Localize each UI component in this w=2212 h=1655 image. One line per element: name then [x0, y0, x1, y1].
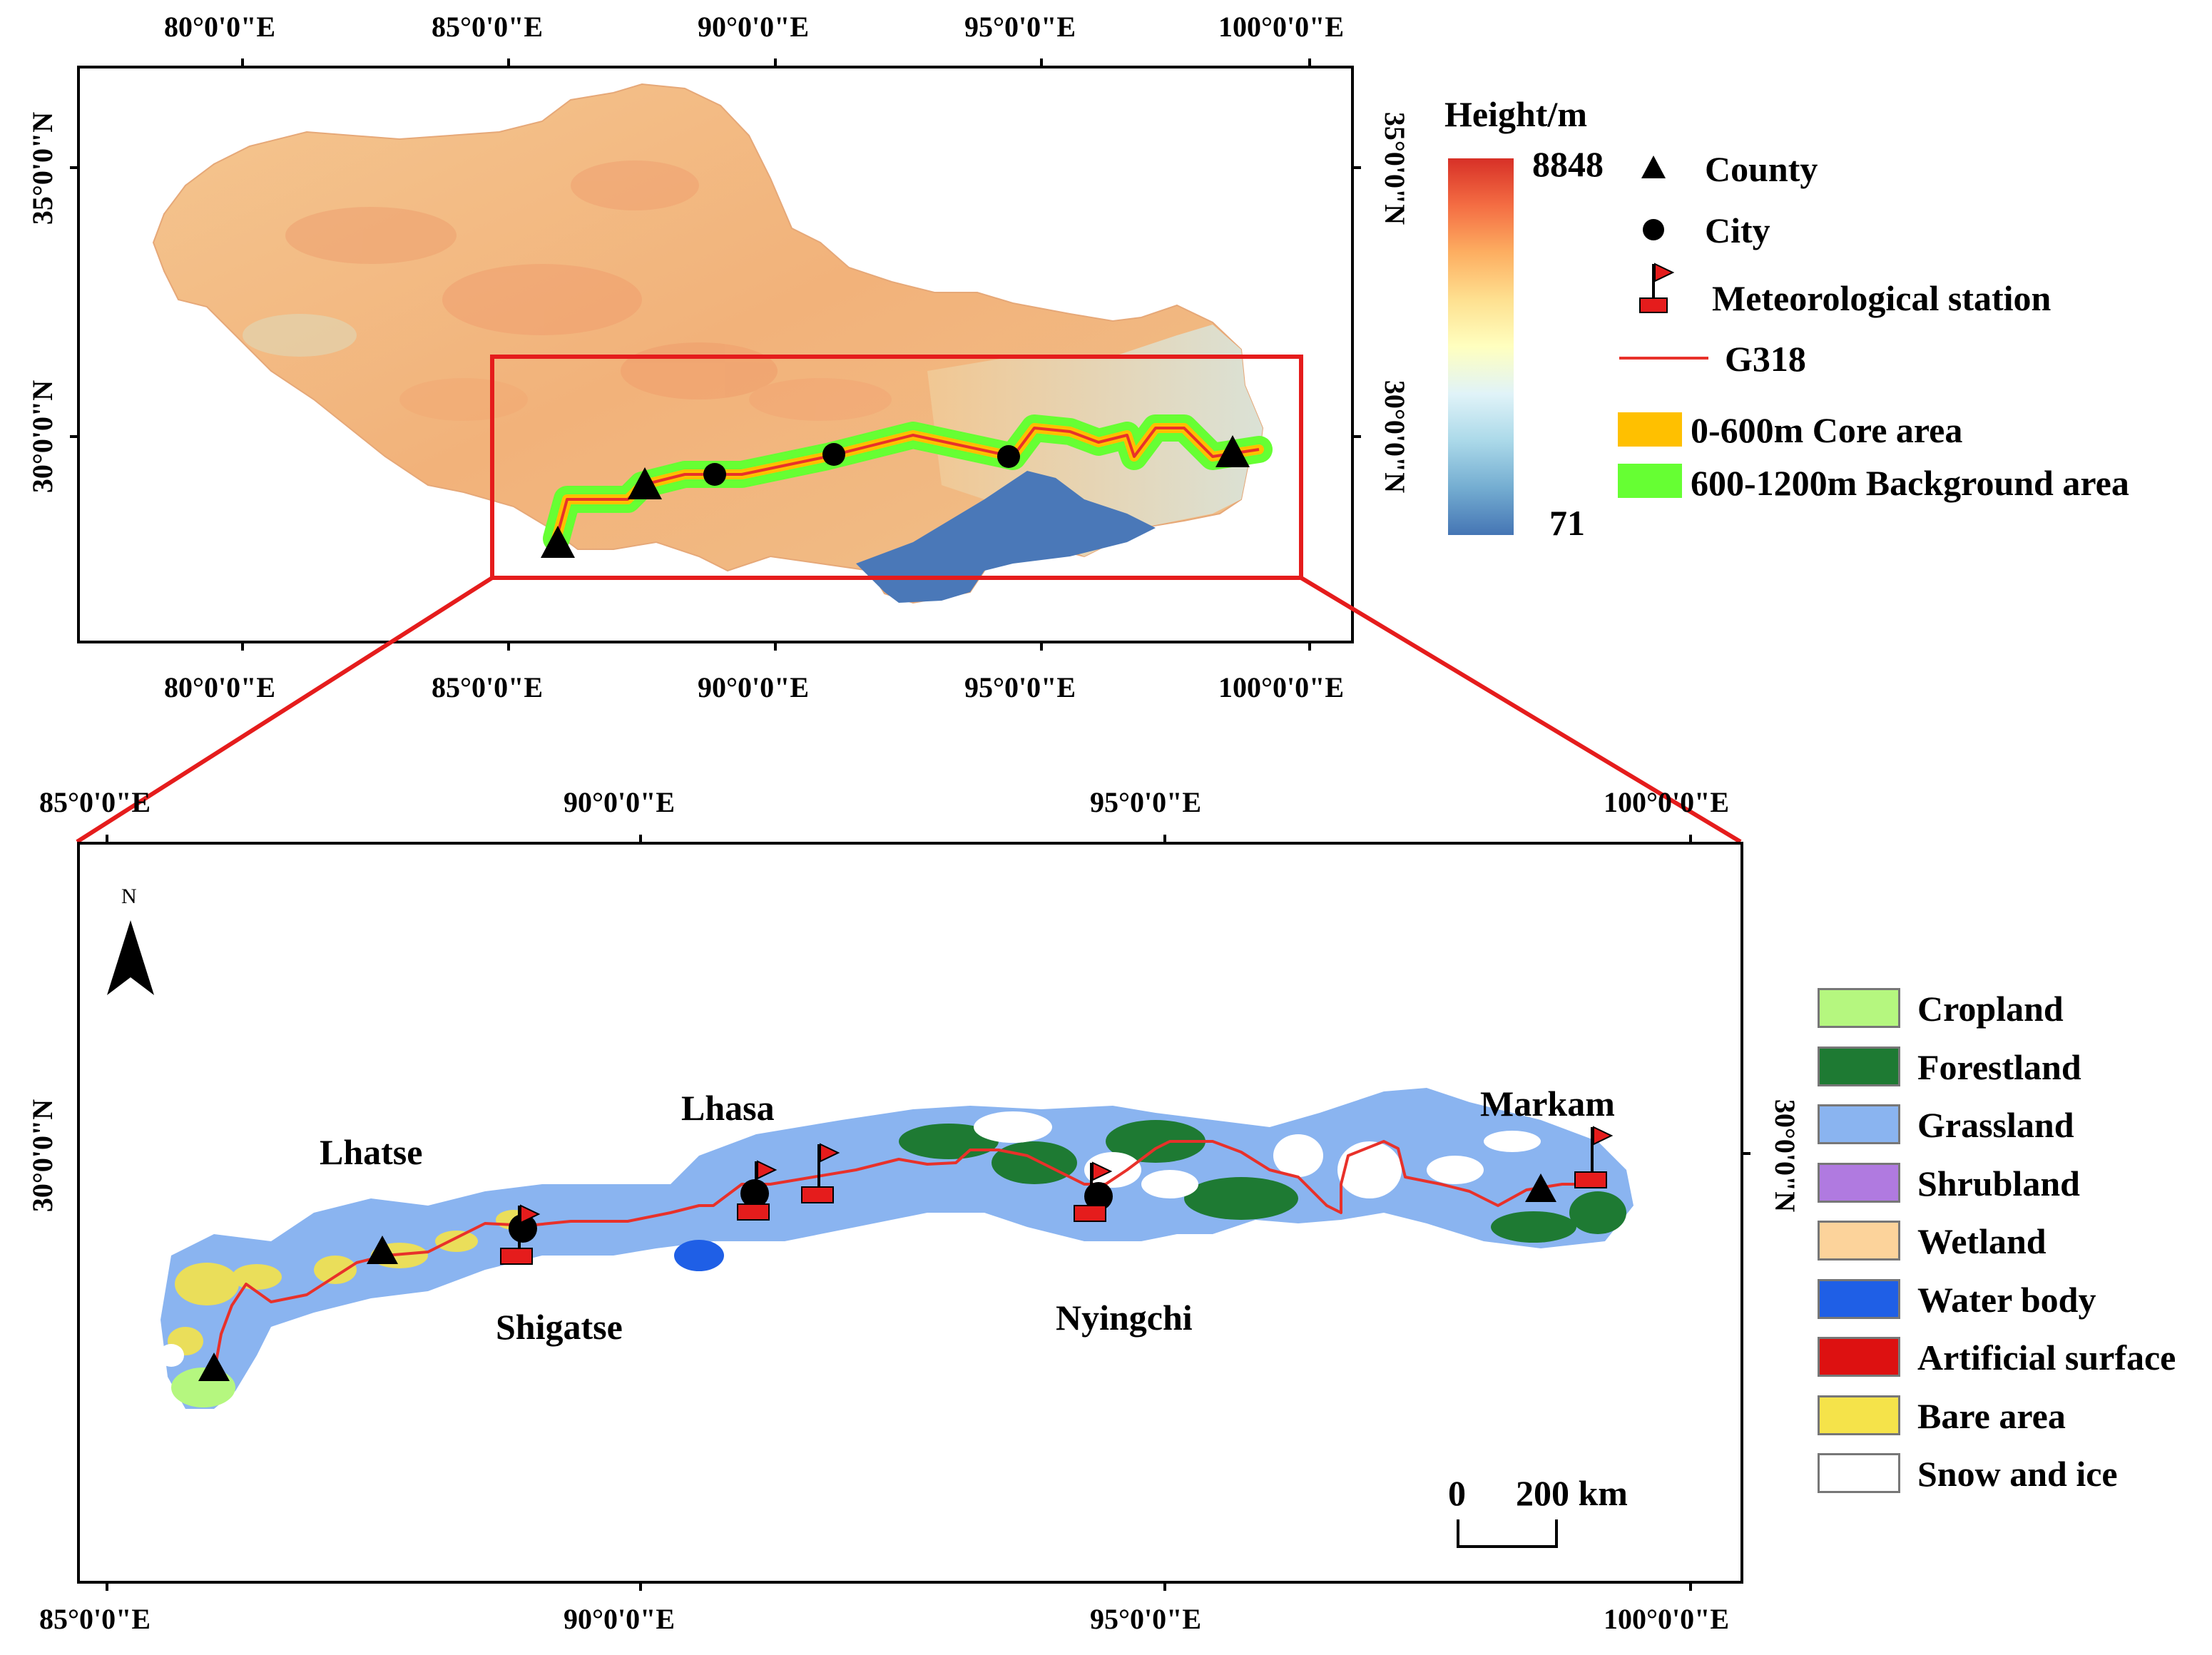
landcover-label-bare-area: Bare area: [1917, 1395, 2066, 1436]
station-legend-icon: [1639, 263, 1675, 313]
county-marker: [628, 467, 662, 499]
bottom-y-tick-30-left: 30°0'0"N: [26, 1099, 58, 1213]
bottom-x-tick-100: 100°0'0"E: [1604, 786, 1729, 818]
landcover-label-snow-and-ice: Snow and ice: [1917, 1454, 2118, 1494]
height-legend-max: 8848: [1532, 144, 1604, 184]
background-area-swatch: [1618, 464, 1682, 498]
top-x-tick-85: 85°0'0"E: [432, 11, 543, 43]
bottom-x-tick-90: 90°0'0"E: [564, 786, 675, 818]
station-marker: [737, 1160, 778, 1221]
county-legend-label: County: [1705, 149, 1818, 189]
top-x-tick-85-bottom: 85°0'0"E: [432, 671, 543, 703]
background-area-label: 600-1200m Background area: [1691, 463, 2129, 503]
bottom-x-tick-95-bottom: 95°0'0"E: [1090, 1603, 1201, 1635]
place-markam: Markam: [1480, 1084, 1615, 1124]
water-body-patch: [674, 1240, 724, 1271]
county-marker-detail: [367, 1236, 398, 1264]
scale-bar: [1457, 1519, 1558, 1548]
top-x-tick-95: 95°0'0"E: [964, 11, 1076, 43]
southern-basin: [856, 471, 1156, 603]
top-x-tick-80-bottom: 80°0'0"E: [164, 671, 275, 703]
place-nyingchi: Nyingchi: [1056, 1298, 1193, 1338]
snow-ice-patches: [158, 1111, 1541, 1367]
height-legend-min: 71: [1549, 503, 1585, 543]
bottom-x-tick-100-bottom: 100°0'0"E: [1604, 1603, 1729, 1635]
core-area-label: 0-600m Core area: [1691, 410, 1963, 450]
top-x-tick-90: 90°0'0"E: [698, 11, 809, 43]
landcover-swatch-water-body: [1818, 1278, 1900, 1319]
landcover-label-wetland: Wetland: [1917, 1221, 2047, 1261]
top-map-ticks: [70, 58, 1361, 651]
top-map-frame: [77, 66, 1354, 643]
city-marker: [997, 445, 1020, 468]
north-label: N: [121, 885, 137, 908]
station-marker: [1074, 1161, 1113, 1222]
terrain-texture: [243, 161, 892, 421]
g318-road-detail: [213, 1140, 1591, 1374]
study-area-box: [490, 355, 1303, 580]
landcover-swatch-snow-and-ice: [1818, 1453, 1900, 1493]
g318-legend-label: G318: [1725, 339, 1806, 379]
landcover-swatch-cropland: [1818, 988, 1900, 1028]
landcover-swatch-artificial-surface: [1818, 1337, 1900, 1377]
city-marker: [703, 463, 726, 486]
scale-bar-start: 0: [1448, 1473, 1466, 1513]
city-marker: [822, 443, 845, 466]
station-marker: [1574, 1126, 1614, 1188]
top-x-tick-95-bottom: 95°0'0"E: [964, 671, 1076, 703]
station-legend-label: Meteorological station: [1712, 278, 2052, 318]
landcover-label-cropland: Cropland: [1917, 989, 2064, 1029]
landcover-label-artificial-surface: Artificial surface: [1917, 1338, 2176, 1378]
landcover-swatch-shrubland: [1818, 1162, 1900, 1203]
landcover-label-water-body: Water body: [1917, 1279, 2096, 1320]
station-marker: [801, 1143, 840, 1203]
station-marker: [500, 1204, 541, 1265]
top-x-tick-80: 80°0'0"E: [164, 11, 275, 43]
bottom-x-tick-85-bottom: 85°0'0"E: [39, 1603, 151, 1635]
landcover-label-grassland: Grassland: [1917, 1105, 2074, 1145]
zoom-connector-left: [76, 576, 494, 844]
city-marker-detail: [509, 1214, 537, 1243]
landcover-swatch-forestland: [1818, 1046, 1900, 1086]
bottom-map-frame: [77, 842, 1743, 1584]
county-marker: [1215, 435, 1250, 467]
scale-bar-end: 200 km: [1516, 1473, 1628, 1513]
bottom-y-tick-30-right: 30°0'0"N: [1769, 1099, 1801, 1213]
height-color-ramp: [1448, 158, 1514, 535]
landcover-swatch-wetland: [1818, 1221, 1900, 1261]
height-legend-title: Height/m: [1444, 94, 1587, 134]
county-legend-icon: [1641, 156, 1666, 178]
landcover-swatch-bare-area: [1818, 1395, 1900, 1435]
core-area-swatch: [1618, 412, 1682, 447]
bottom-x-tick-95: 95°0'0"E: [1090, 786, 1201, 818]
landcover-label-forestland: Forestland: [1917, 1047, 2081, 1087]
bottom-map-ticks: [106, 835, 1750, 1591]
city-legend-icon: [1643, 219, 1664, 240]
place-lhasa: Lhasa: [681, 1088, 775, 1128]
zoom-connector-right: [1300, 576, 1742, 844]
place-lhatse: Lhatse: [320, 1132, 423, 1172]
county-marker-detail: [1525, 1173, 1556, 1202]
bottom-x-tick-85: 85°0'0"E: [39, 786, 151, 818]
north-arrow: [107, 920, 154, 995]
place-shigatse: Shigatse: [496, 1307, 623, 1347]
landcover-swatch-grassland: [1818, 1104, 1900, 1144]
bottom-x-tick-90-bottom: 90°0'0"E: [564, 1603, 675, 1635]
top-x-tick-100-bottom: 100°0'0"E: [1218, 671, 1344, 703]
county-marker-detail: [198, 1353, 230, 1381]
top-x-tick-90-bottom: 90°0'0"E: [698, 671, 809, 703]
city-legend-label: City: [1705, 210, 1770, 250]
county-marker: [541, 526, 575, 558]
landcover-label-shrubland: Shrubland: [1917, 1163, 2080, 1203]
top-x-tick-100: 100°0'0"E: [1218, 11, 1344, 43]
